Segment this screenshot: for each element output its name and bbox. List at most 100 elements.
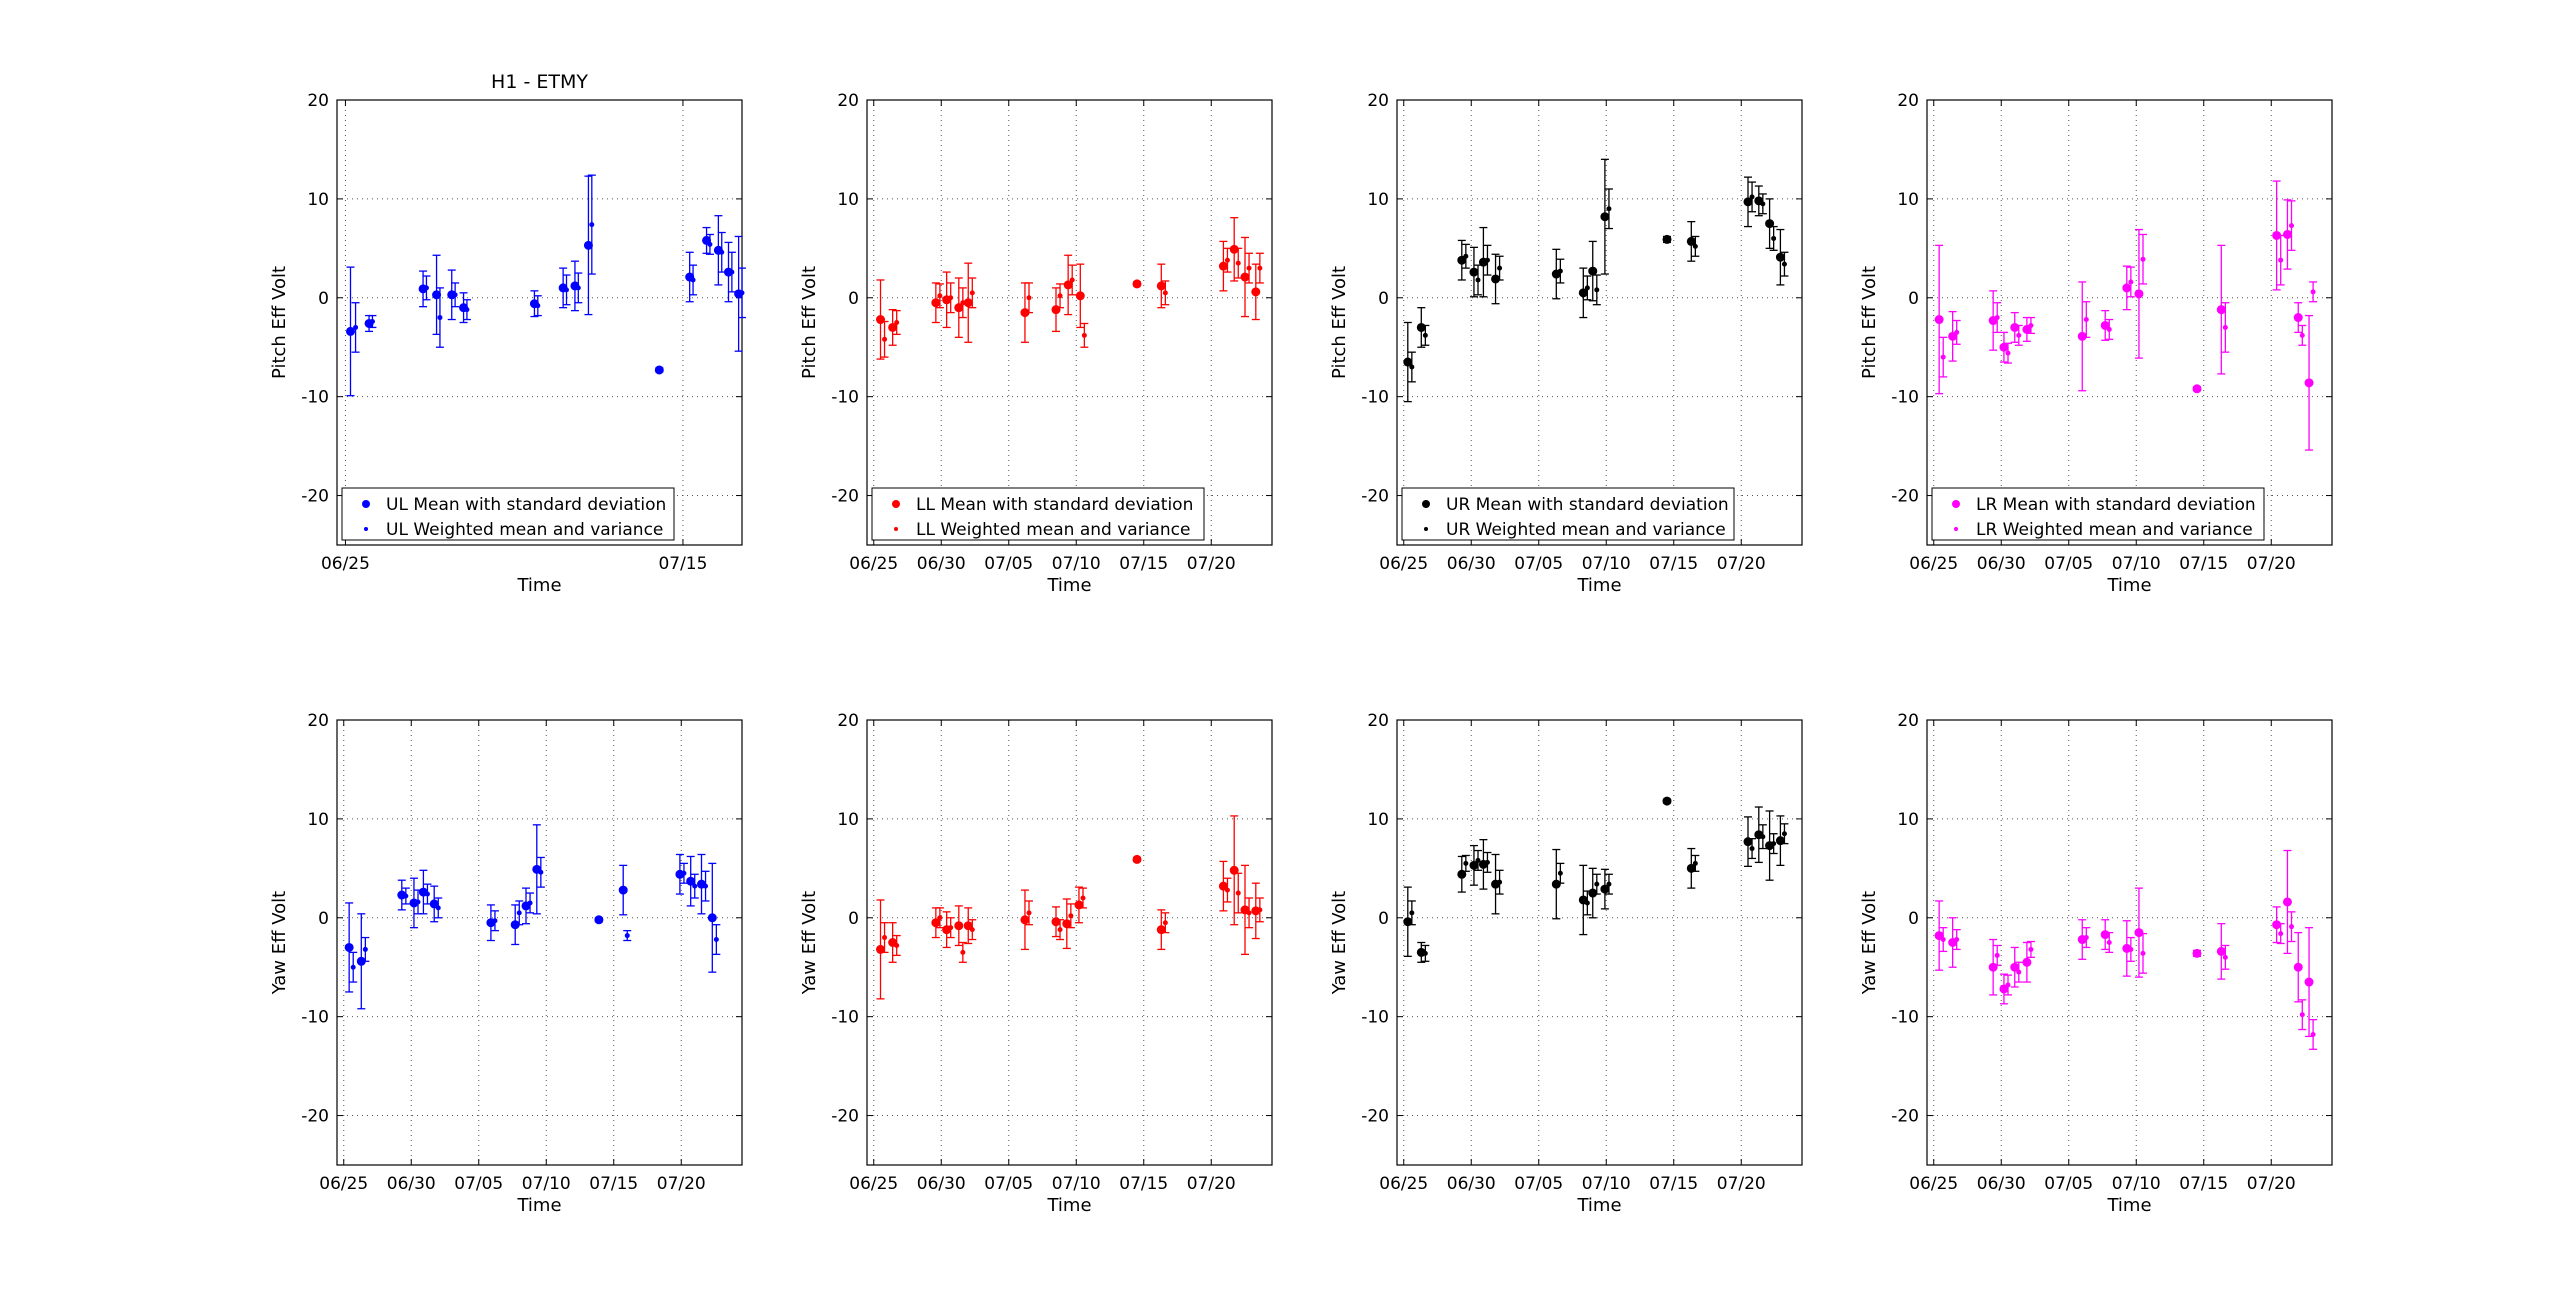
series-weighted-mean bbox=[1407, 823, 1789, 962]
legend: LL Mean with standard deviation LL Weight… bbox=[871, 487, 1205, 541]
data-point-weighted bbox=[882, 935, 888, 941]
data-point-mean bbox=[1999, 342, 2009, 352]
data-point-weighted bbox=[2083, 317, 2089, 323]
series-mean-std bbox=[1403, 158, 1785, 403]
x-axis-label: Time bbox=[1046, 575, 1091, 596]
data-point-weighted bbox=[1692, 243, 1698, 249]
axes-frame bbox=[1396, 719, 1803, 1166]
legend-box bbox=[341, 487, 675, 541]
legend-box bbox=[1401, 487, 1735, 541]
data-point-mean bbox=[2134, 289, 2144, 299]
data-point-weighted bbox=[1162, 920, 1168, 926]
data-point-weighted bbox=[1497, 879, 1503, 885]
data-point-weighted bbox=[1235, 890, 1241, 896]
y-tick-label: -10 bbox=[1891, 388, 1919, 408]
y-axis-label: Yaw Eff Volt bbox=[1329, 891, 1350, 995]
x-axis-label: Time bbox=[516, 575, 561, 596]
x-tick-label: 07/05 bbox=[2044, 554, 2093, 574]
data-point-mean bbox=[1229, 865, 1239, 875]
x-tick-label: 07/05 bbox=[984, 554, 1033, 574]
y-tick-label: -10 bbox=[831, 388, 859, 408]
data-point-weighted bbox=[2289, 223, 2294, 229]
data-point-weighted bbox=[713, 937, 719, 943]
legend-box bbox=[871, 487, 1205, 541]
data-point-weighted bbox=[2299, 1012, 2305, 1018]
data-point-weighted bbox=[423, 285, 429, 291]
data-point-weighted bbox=[1484, 257, 1490, 263]
data-point-mean bbox=[1218, 261, 1228, 271]
legend-entry-label: LR Weighted mean and variance bbox=[1976, 520, 2253, 540]
series-weighted-mean bbox=[351, 174, 746, 353]
x-tick-label: 07/20 bbox=[1717, 1174, 1766, 1194]
data-point-weighted bbox=[1463, 253, 1469, 259]
subplot-title: H1 - ETMY bbox=[491, 71, 588, 93]
data-point-weighted bbox=[415, 899, 421, 905]
x-tick-label: 07/05 bbox=[454, 1174, 503, 1194]
series-weighted-mean bbox=[1407, 181, 1789, 383]
y-tick-label: 10 bbox=[1897, 190, 1919, 210]
y-tick-label: 20 bbox=[1897, 91, 1919, 111]
subplot-yaw-ur: 20 10 0 -10 -20 06/25 06/30 07/05 07/10 07/15 07/2… bbox=[1329, 711, 1803, 1216]
x-tick-label: 07/05 bbox=[1514, 1174, 1563, 1194]
data-point-weighted bbox=[937, 293, 943, 299]
subplot-pitch-ll: 20 10 0 -10 -20 06/25 06/30 07/05 07/10 07/15 07/2… bbox=[799, 91, 1273, 596]
y-tick-label: -20 bbox=[301, 1107, 329, 1127]
data-point-mean bbox=[1457, 869, 1467, 879]
data-point-weighted bbox=[1475, 277, 1481, 283]
y-tick-label: -20 bbox=[831, 1107, 859, 1127]
y-tick-label: 20 bbox=[837, 711, 859, 731]
data-point-weighted bbox=[2028, 946, 2034, 952]
series-weighted-mean bbox=[1939, 911, 2318, 1050]
data-point-weighted bbox=[624, 933, 630, 939]
data-point-mean bbox=[707, 913, 717, 923]
x-axis-label: Time bbox=[2106, 575, 2151, 596]
y-tick-label: 20 bbox=[307, 711, 329, 731]
data-point-weighted bbox=[2016, 332, 2022, 338]
data-point-mean bbox=[1775, 252, 1785, 262]
y-tick-label: 10 bbox=[837, 190, 859, 210]
data-point-weighted bbox=[535, 303, 541, 309]
data-point-weighted bbox=[948, 925, 954, 931]
series-weighted-mean bbox=[349, 856, 721, 983]
plot-area bbox=[867, 100, 1272, 545]
data-point-mean bbox=[344, 942, 354, 952]
x-axis-label: Time bbox=[516, 1195, 561, 1216]
data-point-weighted bbox=[1409, 364, 1415, 370]
data-point-weighted bbox=[1594, 881, 1600, 887]
data-point-weighted bbox=[2005, 982, 2011, 988]
data-point-weighted bbox=[2222, 324, 2228, 330]
data-point-mean bbox=[2272, 920, 2282, 930]
legend: UL Mean with standard deviation UL Weight… bbox=[341, 487, 675, 541]
data-point-weighted bbox=[1584, 900, 1590, 906]
y-tick-label: -10 bbox=[301, 1008, 329, 1028]
data-point-mean bbox=[2293, 313, 2303, 323]
data-point-mean bbox=[1765, 219, 1775, 229]
data-point-weighted bbox=[1606, 881, 1612, 887]
data-point-weighted bbox=[1069, 277, 1075, 283]
data-point-weighted bbox=[1940, 354, 1946, 360]
y-axis-label: Pitch Eff Volt bbox=[1859, 266, 1880, 379]
data-point-weighted bbox=[1068, 913, 1074, 919]
data-point-weighted bbox=[2310, 1031, 2316, 1037]
data-point-weighted bbox=[2106, 940, 2112, 945]
data-point-weighted bbox=[1557, 870, 1563, 876]
data-point-weighted bbox=[1257, 265, 1263, 271]
data-point-weighted bbox=[564, 287, 569, 293]
x-axis-label: Time bbox=[1046, 1195, 1091, 1216]
y-tick-label: -10 bbox=[1361, 388, 1389, 408]
axes-frame bbox=[1926, 719, 2333, 1166]
data-point-mean bbox=[618, 885, 628, 895]
y-tick-label: -20 bbox=[1891, 1107, 1919, 1127]
x-tick-label: 07/10 bbox=[1052, 554, 1101, 574]
subplot-pitch-lr: 20 10 0 -10 -20 06/25 06/30 07/05 07/10 07/15 07/2… bbox=[1859, 91, 2333, 596]
x-tick-label: 07/20 bbox=[1187, 554, 1236, 574]
subplot-grid: 20 10 0 -10 -20 06/25 07/15 Time Pitch Eff Volt H… bbox=[269, 71, 2333, 1216]
data-point-weighted bbox=[1760, 201, 1766, 207]
legend-marker-weighted bbox=[364, 527, 368, 531]
data-point-mean bbox=[1551, 879, 1561, 889]
data-point-mean bbox=[876, 315, 885, 325]
data-point-weighted bbox=[1484, 859, 1490, 865]
data-point-mean bbox=[2216, 946, 2226, 956]
series-weighted-mean bbox=[1939, 200, 2318, 378]
x-tick-label: 06/25 bbox=[1379, 1174, 1428, 1194]
